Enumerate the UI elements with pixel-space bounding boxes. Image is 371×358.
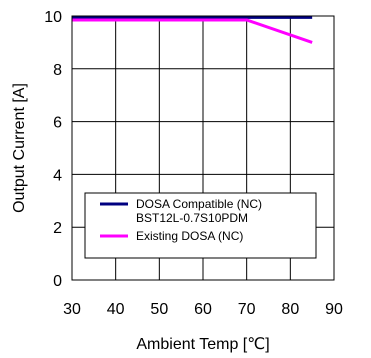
- x-tick-label-3: 60: [194, 301, 212, 318]
- y-tick-label-1: 2: [53, 220, 62, 237]
- legend-label-0-0: DOSA Compatible (NC): [136, 197, 262, 211]
- y-tick-label-2: 4: [53, 167, 62, 184]
- x-tick-label-4: 70: [238, 301, 256, 318]
- x-tick-label-5: 80: [281, 301, 299, 318]
- y-tick-labels: 0 2 4 6 8 10: [44, 9, 62, 290]
- y-tick-label-4: 8: [53, 62, 62, 79]
- y-tick-label-0: 0: [53, 273, 62, 290]
- series-layer: [72, 15, 313, 44]
- x-tick-label-2: 50: [150, 301, 168, 318]
- plot-frame: [71, 15, 335, 281]
- x-tick-label-0: 30: [63, 301, 81, 318]
- x-tick-label-6: 90: [325, 301, 343, 318]
- x-tick-label-1: 40: [107, 301, 125, 318]
- legend: DOSA Compatible (NC)BST12L-0.7S10PDM Exis…: [84, 192, 317, 259]
- legend-label-0-1: BST12L-0.7S10PDM: [136, 211, 248, 225]
- x-tick-labels: 30 40 50 60 70 80 90: [63, 301, 343, 318]
- y-axis-title: Output Current [A]: [11, 83, 28, 213]
- x-axis-title: Ambient Temp [℃]: [136, 336, 269, 353]
- series-line-1: [72, 18, 313, 44]
- legend-label-1-0: Existing DOSA (NC): [136, 229, 243, 243]
- legend-items: DOSA Compatible (NC)BST12L-0.7S10PDM Exis…: [100, 197, 262, 243]
- y-tick-label-5: 10: [44, 9, 62, 26]
- y-tick-label-3: 6: [53, 115, 62, 132]
